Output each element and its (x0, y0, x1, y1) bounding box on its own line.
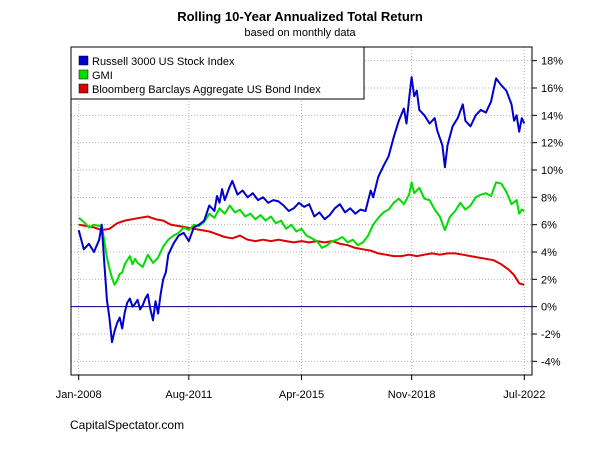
chart-subtitle: based on monthly data (244, 27, 356, 39)
series-layer (77, 76, 526, 344)
legend-label-bond-index: Bloomberg Barclays Aggregate US Bond Ind… (92, 84, 321, 96)
y-tick-label: 4% (541, 247, 557, 259)
y-tick-label: 10% (541, 165, 563, 177)
x-axis: Jan-2008 Aug-2011 Apr-2015 Nov-2018 Jul-2022 (56, 375, 545, 401)
y-tick-label: -4% (541, 356, 561, 368)
series-line-1 (78, 181, 525, 286)
chart-title: Rolling 10-Year Annualized Total Return (177, 9, 423, 24)
x-tick-label: Jan-2008 (56, 389, 102, 401)
legend-swatch-bond-index (78, 83, 89, 94)
y-tick-label: 6% (541, 220, 557, 232)
x-tick-label: Jul-2022 (503, 389, 545, 401)
x-tick-label: Aug-2011 (165, 389, 212, 401)
x-tick-label: Apr-2015 (279, 389, 324, 401)
legend-label-russell-3000: Russell 3000 US Stock Index (92, 56, 235, 68)
y-tick-label: -2% (541, 329, 561, 341)
y-tick-label: 14% (541, 110, 563, 122)
legend-swatch-russell-3000 (78, 55, 89, 66)
y-tick-label: 0% (541, 302, 557, 314)
series-line-2 (78, 215, 525, 286)
footer-credit: CapitalSpectator.com (70, 418, 185, 432)
y-tick-label: 16% (541, 83, 563, 95)
x-tick-label: Nov-2018 (388, 389, 436, 401)
y-tick-label: 12% (541, 138, 563, 150)
legend-label-gmi: GMI (92, 70, 113, 82)
y-tick-label: 8% (541, 192, 557, 204)
y-tick-label: 2% (541, 274, 557, 286)
y-axis: -4% -2% 0% 2% 4% 6% 8% 10% 12% 14% 16% 18% (532, 56, 563, 368)
legend-swatch-gmi (78, 69, 89, 80)
y-tick-label: 18% (541, 56, 563, 68)
legend: Russell 3000 US Stock Index GMI Bloomber… (70, 46, 365, 100)
series-line-0 (77, 76, 526, 344)
legend-box (70, 46, 365, 100)
